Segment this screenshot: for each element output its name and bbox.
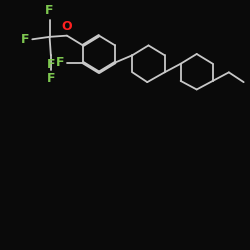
Text: O: O	[62, 20, 72, 33]
Text: F: F	[56, 56, 64, 69]
Text: F: F	[46, 72, 55, 85]
Text: F: F	[46, 58, 55, 71]
Text: F: F	[45, 4, 54, 17]
Text: F: F	[21, 33, 30, 46]
